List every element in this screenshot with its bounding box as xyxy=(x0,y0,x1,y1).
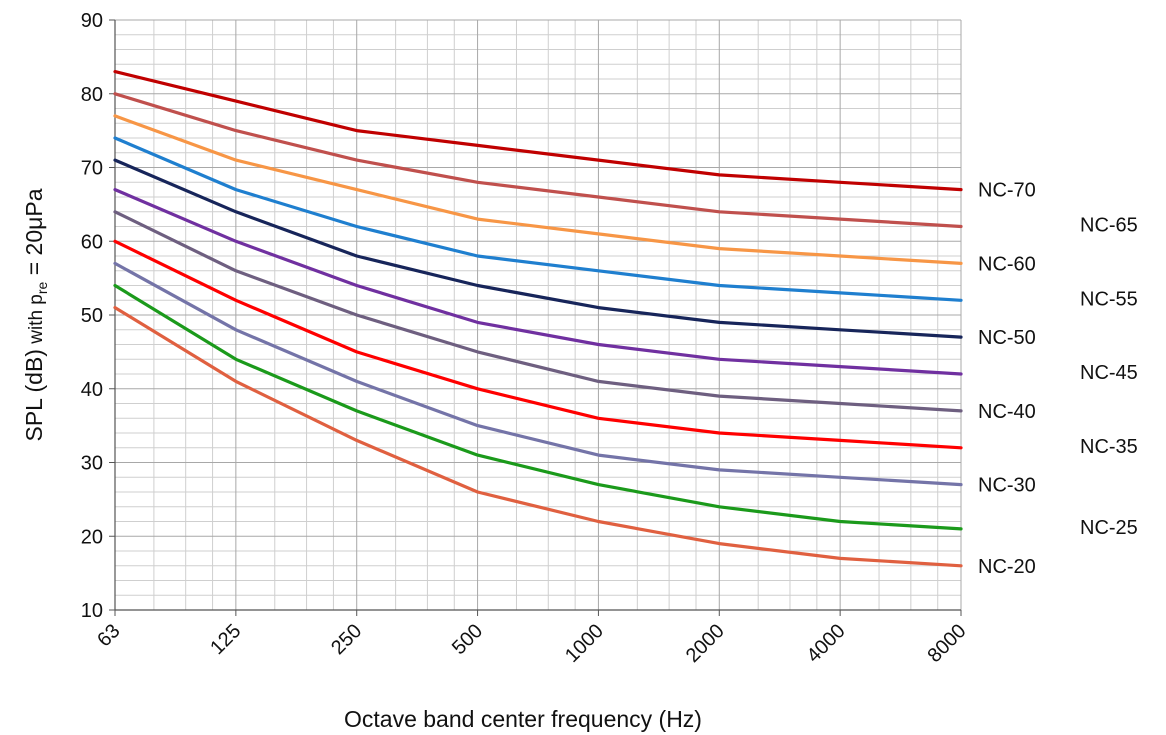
y-axis-title-with: with p xyxy=(26,294,47,349)
x-tick-label: 8000 xyxy=(924,620,971,667)
series-line-nc-25 xyxy=(113,283,963,531)
y-tick-label: 40 xyxy=(81,379,103,401)
series-label-nc-25: NC-25 xyxy=(1080,517,1138,539)
y-tick-label: 10 xyxy=(81,600,103,622)
series-line-nc-35 xyxy=(113,239,963,450)
series-label-nc-55: NC-55 xyxy=(1080,288,1138,310)
series-label-nc-60: NC-60 xyxy=(978,253,1036,275)
y-axis-title-prefix: SPL (dB) xyxy=(21,349,47,441)
series-line-nc-20 xyxy=(113,306,963,568)
y-tick-label: 80 xyxy=(81,84,103,106)
series-label-nc-50: NC-50 xyxy=(978,327,1036,349)
x-tick-label: 250 xyxy=(327,620,366,659)
series-label-nc-30: NC-30 xyxy=(978,475,1036,497)
gridlines xyxy=(114,19,962,611)
series-line-nc-70 xyxy=(113,69,963,192)
y-tick-label: 70 xyxy=(81,158,103,180)
series-line-nc-60 xyxy=(113,114,963,265)
series-labels: NC-70 NC-65 NC-60 NC-55 NC-50 NC-45 NC-40 NC-35… xyxy=(978,180,1138,578)
series-label-nc-70: NC-70 xyxy=(978,180,1036,202)
x-tick-label: 125 xyxy=(206,620,245,659)
series-label-nc-35: NC-35 xyxy=(1080,436,1138,458)
y-axis-title-subscript: re xyxy=(34,281,50,294)
series-lines xyxy=(113,69,963,568)
series-label-nc-65: NC-65 xyxy=(1080,215,1138,237)
x-tick-label: 1000 xyxy=(561,620,608,667)
x-tick-labels: 63 125 250 500 1000 2000 4000 8000 xyxy=(93,620,970,667)
series-line-nc-50 xyxy=(113,158,963,339)
series-line-nc-40 xyxy=(113,210,963,413)
series-line-nc-55 xyxy=(113,136,963,302)
x-axis-title: Octave band center frequency (Hz) xyxy=(344,706,702,732)
series-label-nc-45: NC-45 xyxy=(1080,362,1138,384)
x-tick-label: 2000 xyxy=(682,620,729,667)
y-tick-label: 50 xyxy=(81,305,103,327)
x-tick-label: 63 xyxy=(93,620,124,651)
x-tick-label: 4000 xyxy=(803,620,850,667)
y-axis-title: SPL (dB) with pre = 20μPa xyxy=(21,188,50,441)
y-axis-title-suffix: = 20μPa xyxy=(21,188,47,281)
y-tick-labels: 10 20 30 40 50 60 70 80 90 xyxy=(81,10,103,622)
series-line-nc-65 xyxy=(113,92,963,229)
y-tick-label: 30 xyxy=(81,453,103,475)
series-line-nc-30 xyxy=(113,261,963,487)
x-tick-label: 500 xyxy=(448,620,487,659)
y-tick-label: 60 xyxy=(81,231,103,253)
y-tick-label: 20 xyxy=(81,526,103,548)
series-label-nc-20: NC-20 xyxy=(978,556,1036,578)
axes xyxy=(109,19,962,616)
series-line-nc-45 xyxy=(113,188,963,376)
y-tick-label: 90 xyxy=(81,10,103,32)
series-label-nc-40: NC-40 xyxy=(978,401,1036,423)
